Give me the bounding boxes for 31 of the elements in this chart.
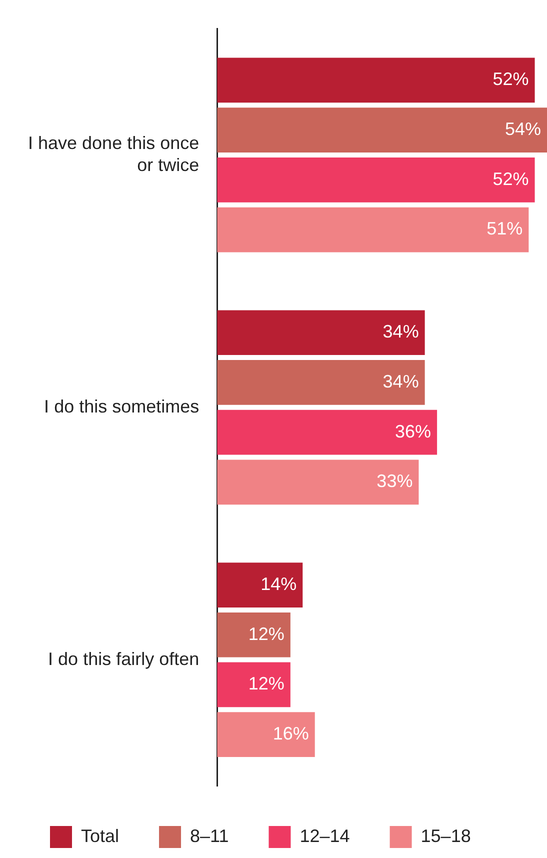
- bar: [217, 562, 303, 608]
- data-label: 12%: [248, 674, 284, 694]
- bar: [217, 310, 425, 356]
- bar: [217, 360, 425, 405]
- bar: [217, 58, 535, 103]
- legend-label: Total: [81, 826, 120, 846]
- y-tick-label: I have done this once or twice: [28, 133, 200, 175]
- bar: [217, 410, 438, 455]
- data-label: 52%: [492, 168, 529, 189]
- data-label: 52%: [492, 69, 529, 90]
- bar: [217, 662, 290, 708]
- bar: [217, 108, 547, 153]
- bar: [217, 207, 529, 252]
- data-label: 34%: [382, 322, 419, 342]
- legend-label: 8–11: [190, 826, 229, 846]
- y-tick-label: I do this fairly often: [48, 648, 200, 669]
- data-label: 12%: [248, 624, 284, 644]
- bar: [217, 712, 315, 758]
- data-label: 54%: [504, 119, 541, 140]
- y-tick-label: I do this sometimes: [44, 396, 200, 416]
- data-label: 14%: [260, 574, 297, 594]
- data-label: 36%: [395, 421, 432, 442]
- bar: [217, 460, 419, 505]
- bar: [217, 612, 290, 658]
- data-label: 34%: [382, 371, 419, 392]
- legend-label: 15–18: [420, 826, 471, 846]
- data-label: 16%: [272, 724, 309, 744]
- bar: [217, 157, 535, 202]
- data-label: 51%: [486, 218, 523, 239]
- data-label: 33%: [376, 471, 413, 492]
- legend-label: 12–14: [300, 826, 350, 846]
